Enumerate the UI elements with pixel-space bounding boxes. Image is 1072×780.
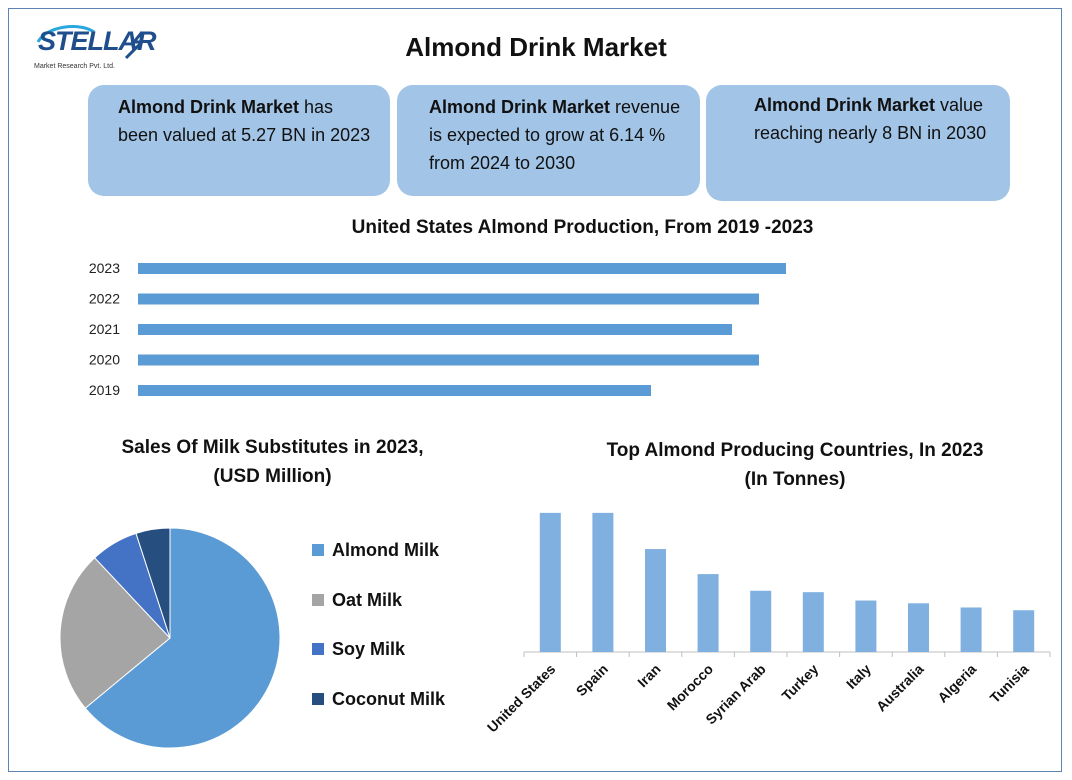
legend-label: Almond Milk <box>332 539 439 560</box>
pie-slice-coconut-milk <box>135 527 171 639</box>
milk-substitutes-chart-title: Sales Of Milk Substitutes in 2023, (USD … <box>80 433 465 491</box>
y-tick-label: 2023 <box>89 260 120 276</box>
logo-subtitle: Market Research Pvt. Ltd. <box>34 63 115 70</box>
x-tick-label: Morocco <box>664 661 717 714</box>
column-syrian-arab <box>750 590 772 652</box>
logo-text: STELLAR <box>38 26 156 56</box>
us-production-bar-chart: 2023 2022 2021 2020 2019 <box>89 260 786 398</box>
legend-swatch <box>312 693 324 705</box>
column-tunisia <box>1013 610 1035 652</box>
milk-substitutes-pie-chart <box>59 527 281 749</box>
chart-title-line: Sales Of Milk Substitutes in 2023, <box>121 437 424 458</box>
x-tick-label: Australia <box>873 661 927 715</box>
legend-label: Coconut Milk <box>332 688 445 709</box>
pie-slice-oat-milk <box>59 557 171 709</box>
bar-2023 <box>138 263 786 274</box>
legend-swatch <box>312 544 324 556</box>
x-tick-label: Algeria <box>934 661 979 706</box>
y-tick-label: 2021 <box>89 321 120 337</box>
us-production-chart-title: United States Almond Production, From 20… <box>351 217 814 238</box>
legend-item-coconut-milk: Coconut Milk <box>312 687 445 711</box>
column-australia <box>908 603 929 652</box>
top-countries-chart-title: Top Almond Producing Countries, In 2023 … <box>560 436 1030 494</box>
card-heading: Almond Drink Market <box>754 95 936 115</box>
card-text: revenue is expected to grow at 6.14 % fr… <box>429 97 681 173</box>
column-turkey <box>802 592 824 652</box>
card-heading: Almond Drink Market <box>118 97 300 117</box>
bar-2022 <box>138 293 759 305</box>
stellar-logo <box>36 25 145 60</box>
pie-slice-almond-milk <box>84 527 281 749</box>
column-morocco <box>697 574 719 652</box>
chart-title-line: Top Almond Producing Countries, In 2023 <box>606 440 984 461</box>
card-heading: Almond Drink Market <box>429 97 611 117</box>
x-tick-label: Iran <box>634 661 663 690</box>
legend-swatch <box>312 643 324 655</box>
y-tick-label: 2020 <box>89 352 120 368</box>
card-text: has been valued at 5.27 BN in 2023 <box>118 97 371 145</box>
x-tick-label: United States <box>484 661 559 736</box>
info-card-growth: Almond Drink Market revenue is expected … <box>397 85 700 196</box>
column-united-states <box>539 512 561 652</box>
x-tick-label: Italy <box>843 661 874 692</box>
bar-2021 <box>138 324 732 335</box>
bar-2020 <box>138 354 759 366</box>
page-title: Almond Drink Market <box>405 32 667 62</box>
x-tick-label: Tunisia <box>987 661 1032 706</box>
column-italy <box>855 600 877 652</box>
x-tick-label: Turkey <box>778 661 821 704</box>
legend-item-almond-milk: Almond Milk <box>312 538 439 562</box>
chart-subtitle: (In Tonnes) <box>744 469 846 490</box>
column-algeria <box>960 607 982 652</box>
infographic-frame <box>8 8 1062 772</box>
x-tick-label: Spain <box>573 661 611 699</box>
bar-2019 <box>138 385 651 396</box>
y-tick-label: 2022 <box>89 291 120 307</box>
info-card-forecast: Almond Drink Market value reaching nearl… <box>706 85 1010 201</box>
chart-subtitle: (USD Million) <box>213 466 332 487</box>
column-spain <box>592 512 614 652</box>
legend-label: Oat Milk <box>332 589 403 610</box>
info-card-valuation: Almond Drink Market has been valued at 5… <box>88 85 390 196</box>
legend-label: Soy Milk <box>332 638 406 659</box>
legend-item-oat-milk: Oat Milk <box>312 588 402 612</box>
legend-swatch <box>312 594 324 606</box>
legend-item-soy-milk: Soy Milk <box>312 637 405 661</box>
y-tick-label: 2019 <box>89 382 120 398</box>
card-text: value reaching nearly 8 BN in 2030 <box>754 95 987 143</box>
column-iran <box>645 549 666 652</box>
